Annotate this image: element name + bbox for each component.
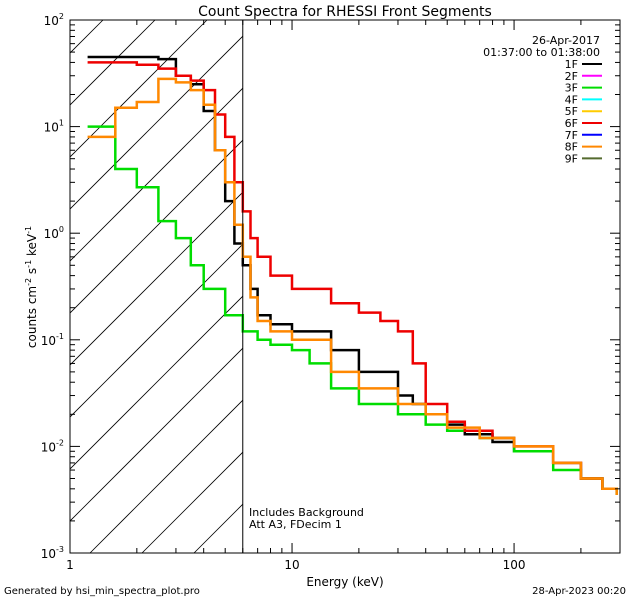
y-tick-label: 10-3	[41, 545, 64, 561]
y-tick-label: 100	[44, 225, 64, 241]
y-tick-label: 101	[44, 119, 64, 135]
hatch-line	[70, 20, 104, 54]
y-tick-label: 10-1	[41, 332, 64, 348]
hatch-line	[70, 35, 243, 210]
hatch-line	[89, 399, 243, 553]
chart-title: Count Spectra for RHESSI Front Segments	[198, 4, 492, 20]
x-tick-label: 1	[66, 558, 74, 572]
generated-by: Generated by hsi_min_spectra_plot.pro	[4, 586, 200, 597]
hatch-line	[70, 295, 243, 470]
plot-frame	[69, 19, 621, 554]
time-range-label: 01:37:00 to 01:38:00	[483, 46, 600, 59]
y-label-sup1: -2	[24, 278, 33, 286]
y-tick-labels: 102 101 100 10-1 10-2 10-3	[41, 12, 64, 561]
legend-label: 9F	[565, 152, 578, 165]
y-label-sup3: -1	[24, 226, 33, 234]
annotation-background: Includes Background	[249, 506, 364, 519]
legend-label: 8F	[565, 141, 578, 154]
legend-label: 2F	[565, 70, 578, 83]
x-tick-label: 100	[503, 558, 526, 572]
annotation-attenuator: Att A3, FDecim 1	[249, 518, 342, 531]
series-layer	[87, 55, 618, 495]
series-8F	[87, 77, 618, 495]
hatch-line	[70, 243, 243, 418]
date-label: 26-Apr-2017	[532, 34, 600, 47]
hatch-line	[70, 191, 243, 366]
legend-label: 6F	[565, 117, 578, 130]
x-axis-label: Energy (keV)	[306, 575, 383, 589]
legend-label: 5F	[565, 105, 578, 118]
y-axis-label: counts cm-2 s-1 keV-1	[24, 226, 39, 348]
legend-label: 4F	[565, 93, 578, 106]
legend-label: 1F	[565, 58, 578, 71]
hatch-line	[70, 347, 243, 522]
hatch-line	[141, 451, 243, 553]
y-label-sup2: -1	[24, 260, 33, 268]
y-label-tail: keV	[25, 233, 39, 260]
legend-label: 3F	[565, 82, 578, 95]
y-label-main: counts cm	[25, 286, 39, 348]
hatch-line	[70, 139, 243, 314]
series-3F	[87, 125, 618, 495]
hatch-region	[70, 20, 243, 553]
y-tick-label: 102	[44, 12, 64, 28]
hatch-line	[70, 87, 243, 262]
series-6F	[87, 61, 617, 491]
y-tick-label: 10-2	[41, 438, 64, 454]
x-tick-labels: 1 10 100	[66, 558, 525, 572]
y-label-mid: s	[25, 268, 39, 278]
legend-label: 7F	[565, 129, 578, 142]
generated-at: 28-Apr-2023 00:20	[532, 586, 626, 597]
x-tick-label: 10	[284, 558, 299, 572]
axis-ticks	[69, 19, 621, 554]
